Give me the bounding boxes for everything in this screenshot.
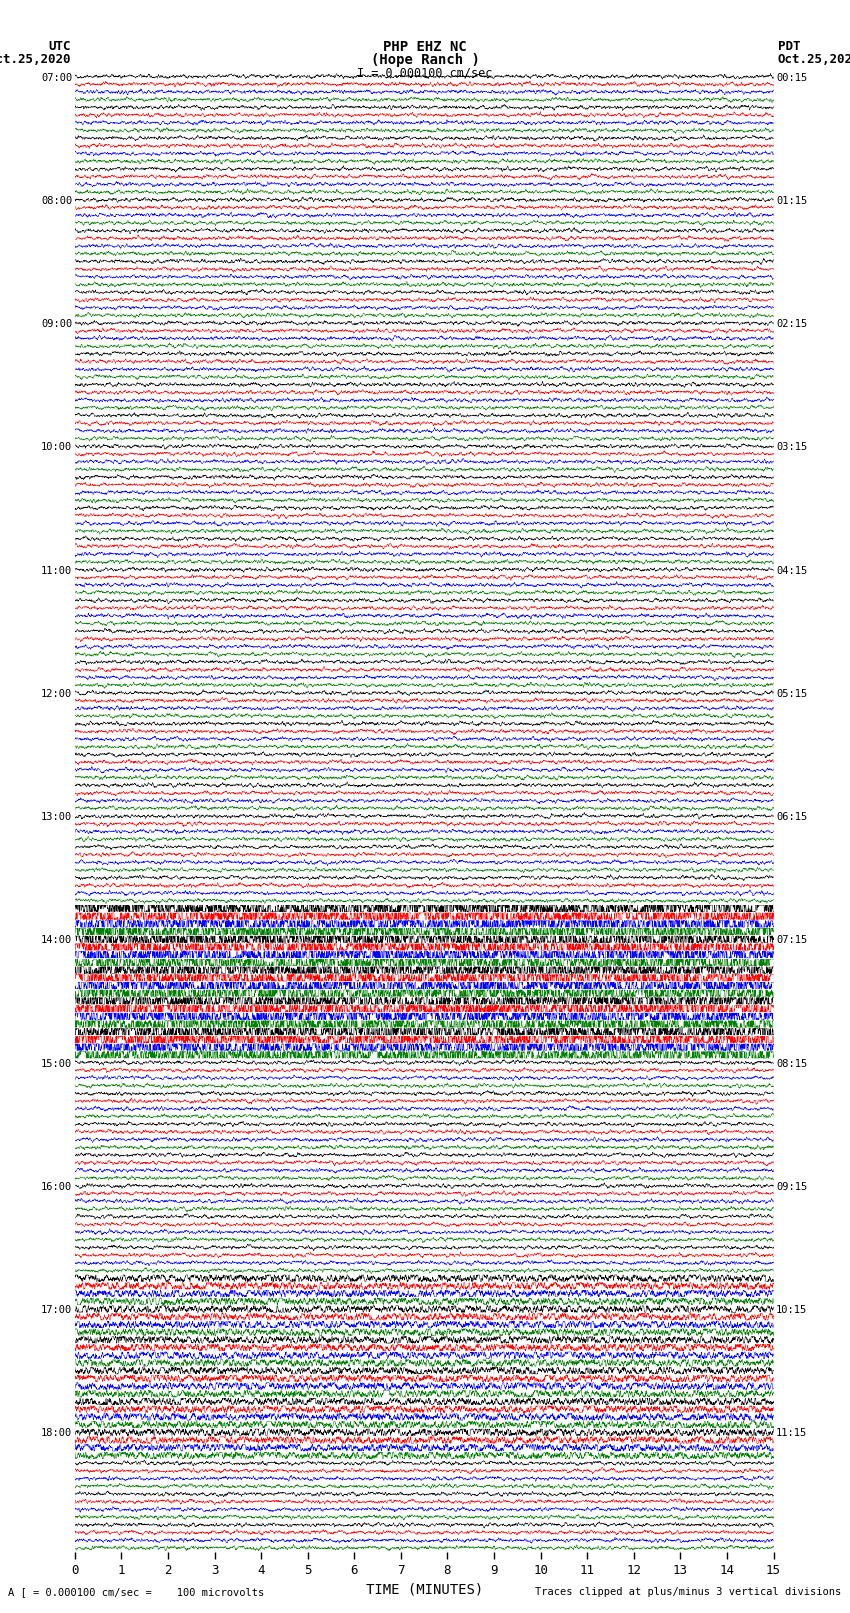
Text: PHP EHZ NC: PHP EHZ NC	[383, 40, 467, 55]
Text: 01:15: 01:15	[776, 195, 808, 206]
Text: 06:15: 06:15	[776, 813, 808, 823]
Text: I = 0.000100 cm/sec: I = 0.000100 cm/sec	[357, 66, 493, 79]
X-axis label: TIME (MINUTES): TIME (MINUTES)	[366, 1582, 483, 1597]
Text: 12:00: 12:00	[41, 689, 72, 698]
Text: 08:00: 08:00	[41, 195, 72, 206]
Text: 09:15: 09:15	[776, 1182, 808, 1192]
Text: 16:00: 16:00	[41, 1182, 72, 1192]
Text: PDT: PDT	[778, 40, 800, 53]
Text: 11:00: 11:00	[41, 566, 72, 576]
Text: UTC: UTC	[48, 40, 71, 53]
Text: 15:00: 15:00	[41, 1058, 72, 1069]
Text: 17:00: 17:00	[41, 1305, 72, 1315]
Text: 18:00: 18:00	[41, 1429, 72, 1439]
Text: 08:15: 08:15	[776, 1058, 808, 1069]
Text: 10:00: 10:00	[41, 442, 72, 452]
Text: 00:15: 00:15	[776, 73, 808, 82]
Text: Oct.25,2020: Oct.25,2020	[0, 53, 71, 66]
Text: 07:00: 07:00	[41, 73, 72, 82]
Text: 05:15: 05:15	[776, 689, 808, 698]
Text: Oct.25,2020: Oct.25,2020	[778, 53, 850, 66]
Text: 13:00: 13:00	[41, 813, 72, 823]
Text: 07:15: 07:15	[776, 936, 808, 945]
Text: 03:15: 03:15	[776, 442, 808, 452]
Text: (Hope Ranch ): (Hope Ranch )	[371, 53, 479, 68]
Text: 09:00: 09:00	[41, 319, 72, 329]
Text: 14:00: 14:00	[41, 936, 72, 945]
Text: Traces clipped at plus/minus 3 vertical divisions: Traces clipped at plus/minus 3 vertical …	[536, 1587, 842, 1597]
Text: 04:15: 04:15	[776, 566, 808, 576]
Text: 11:15: 11:15	[776, 1429, 808, 1439]
Text: 10:15: 10:15	[776, 1305, 808, 1315]
Text: 02:15: 02:15	[776, 319, 808, 329]
Text: A [ = 0.000100 cm/sec =    100 microvolts: A [ = 0.000100 cm/sec = 100 microvolts	[8, 1587, 264, 1597]
